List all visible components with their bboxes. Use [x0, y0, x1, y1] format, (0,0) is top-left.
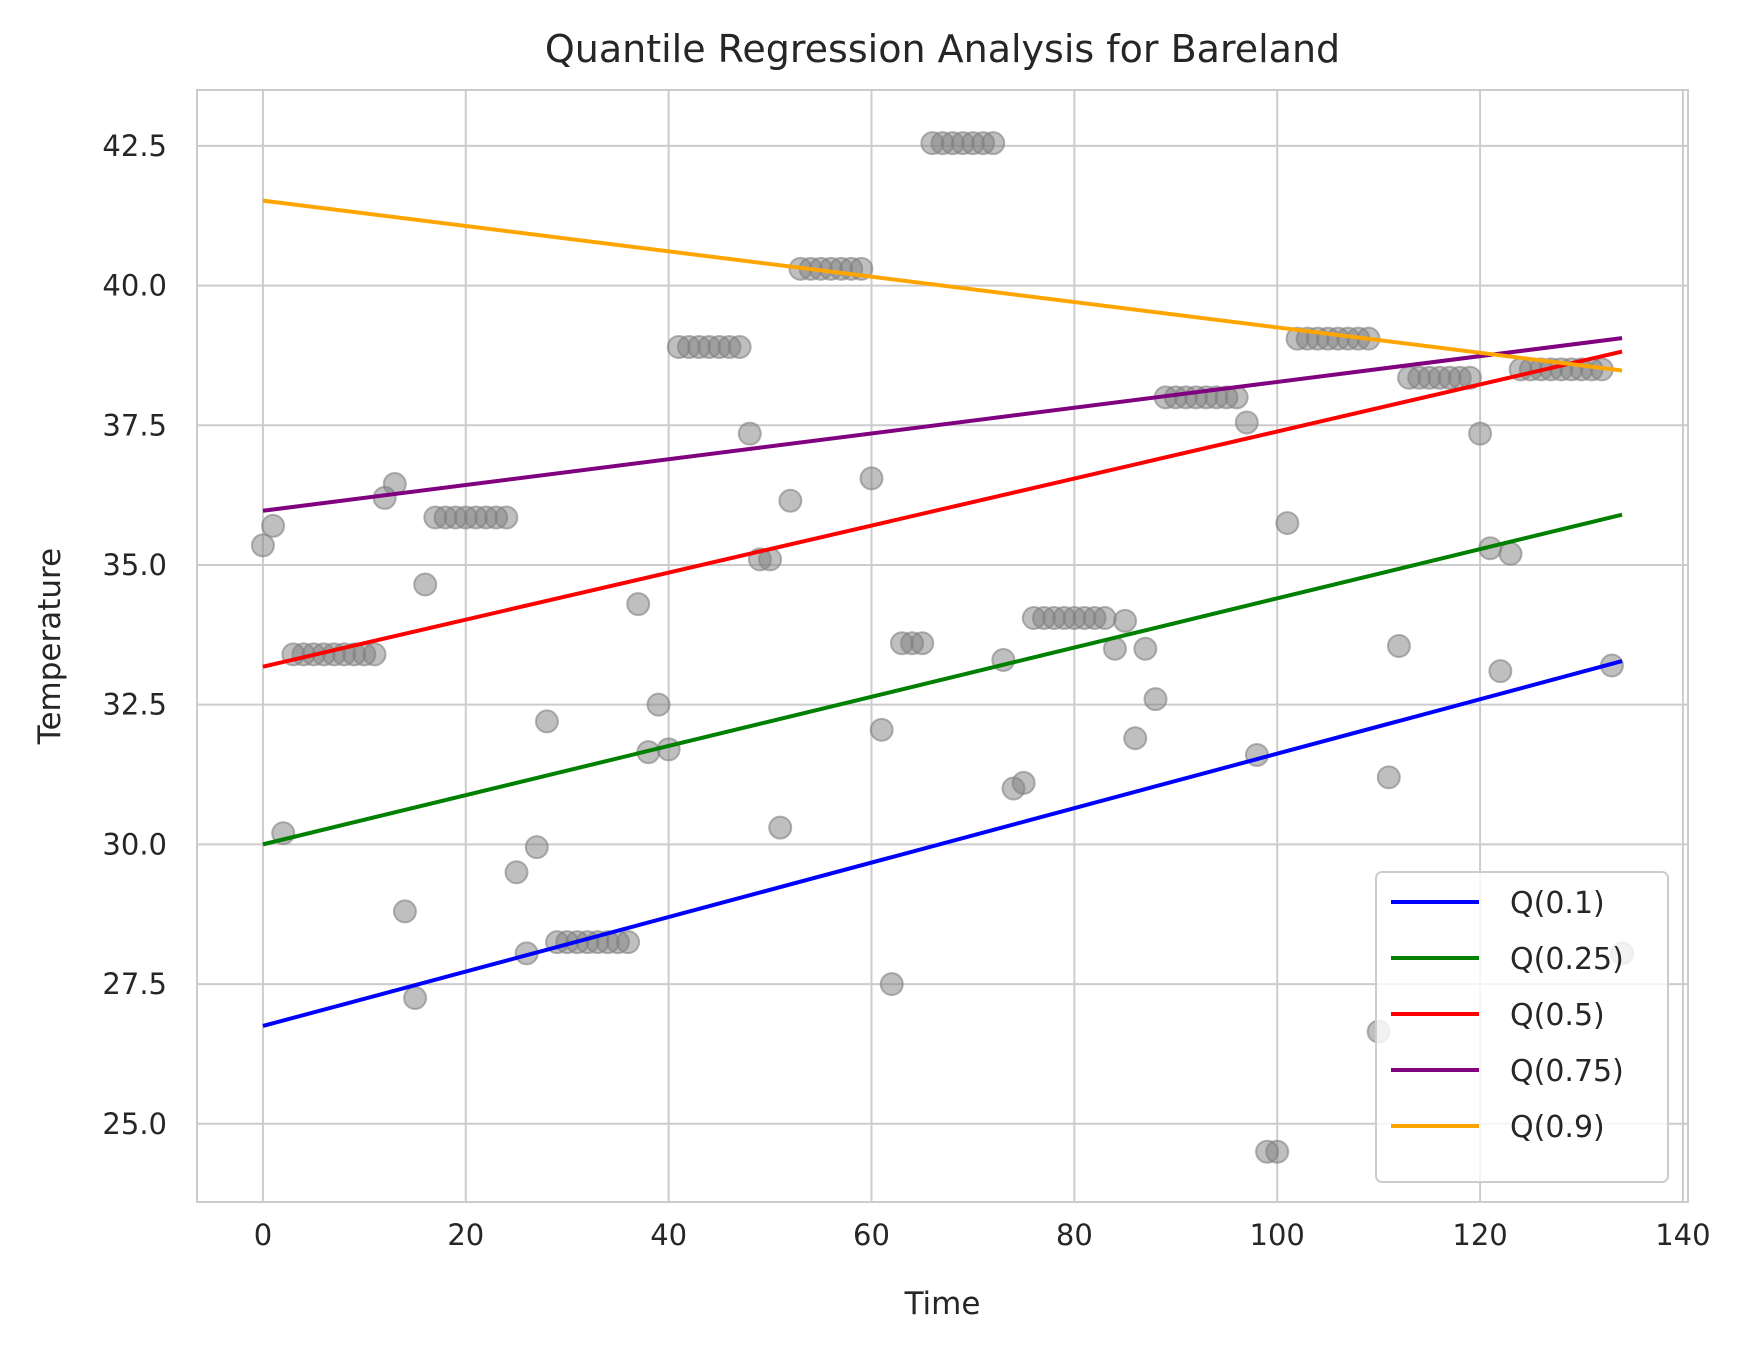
- data-point: [768, 815, 793, 840]
- data-point: [494, 505, 519, 530]
- legend: Q(0.1) Q(0.25) Q(0.5) Q(0.75) Q(0.9): [1375, 871, 1669, 1183]
- legend-label: Q(0.5): [1510, 998, 1605, 1033]
- x-tick-label: 60: [853, 1218, 890, 1252]
- data-point: [413, 572, 438, 597]
- y-tick-label: 32.5: [102, 688, 167, 722]
- data-point: [1011, 770, 1036, 795]
- x-tick-label: 140: [1655, 1218, 1710, 1252]
- y-tick-label: 25.0: [102, 1107, 167, 1141]
- y-tick-label: 40.0: [102, 269, 167, 303]
- y-tick-label: 37.5: [102, 408, 167, 442]
- data-point: [879, 972, 904, 997]
- data-point: [1468, 421, 1493, 446]
- regression-line: [262, 349, 1623, 669]
- data-point: [1133, 636, 1158, 661]
- data-point: [616, 930, 641, 955]
- x-tick-label: 120: [1452, 1218, 1507, 1252]
- data-point: [1113, 608, 1138, 633]
- legend-label: Q(0.1): [1510, 886, 1605, 921]
- data-point: [1386, 634, 1411, 658]
- data-point: [737, 421, 762, 446]
- data-point: [1488, 659, 1513, 684]
- y-tick-label: 30.0: [102, 827, 167, 861]
- data-point: [362, 642, 387, 667]
- x-tick-labels: 0 20 40 60 80 100 120 140: [254, 1218, 1711, 1252]
- data-point: [859, 466, 884, 491]
- y-tick-label: 35.0: [102, 548, 167, 582]
- data-point: [1143, 687, 1168, 712]
- y-axis-label: Temperature: [32, 548, 68, 745]
- data-point: [1275, 511, 1300, 536]
- data-point: [1498, 541, 1523, 566]
- data-point: [1234, 410, 1259, 435]
- data-point: [1265, 1139, 1290, 1164]
- data-point: [534, 709, 559, 734]
- regression-line: [262, 659, 1623, 1028]
- legend-label: Q(0.75): [1510, 1054, 1624, 1089]
- x-tick-label: 40: [650, 1218, 687, 1252]
- data-point: [392, 899, 417, 924]
- regression-line: [262, 512, 1623, 847]
- data-point: [250, 533, 275, 558]
- data-point: [727, 335, 752, 360]
- regression-line: [262, 336, 1623, 513]
- data-point: [1092, 606, 1117, 631]
- y-tick-label: 42.5: [102, 129, 167, 163]
- data-point: [524, 835, 549, 860]
- data-point: [1376, 765, 1401, 790]
- data-point: [778, 488, 803, 513]
- plot-frame: [196, 89, 1689, 1203]
- x-tick-label: 20: [447, 1218, 484, 1252]
- x-axis-label: Time: [904, 1286, 981, 1322]
- legend-label: Q(0.9): [1510, 1110, 1605, 1145]
- data-point: [981, 131, 1006, 156]
- y-tick-labels: 25.0 27.5 30.0 32.5 35.0 37.5 40.0 42.5: [102, 129, 167, 1141]
- scatter-points: [250, 131, 1635, 1164]
- data-point: [910, 631, 935, 656]
- y-tick-label: 27.5: [102, 967, 167, 1001]
- regression-lines: [262, 198, 1623, 1028]
- chart-title: Quantile Regression Analysis for Barelan…: [545, 27, 1340, 71]
- data-point: [403, 986, 428, 1011]
- data-point: [1123, 726, 1148, 751]
- x-tick-label: 0: [254, 1218, 272, 1252]
- data-point: [869, 717, 894, 742]
- x-tick-label: 100: [1250, 1218, 1305, 1252]
- data-point: [626, 592, 651, 617]
- data-point: [504, 860, 529, 885]
- data-point: [261, 513, 286, 538]
- legend-label: Q(0.25): [1510, 942, 1624, 977]
- data-point: [646, 692, 671, 717]
- legend-box: [1375, 871, 1669, 1183]
- x-tick-label: 80: [1056, 1218, 1093, 1252]
- regression-line: [262, 198, 1623, 373]
